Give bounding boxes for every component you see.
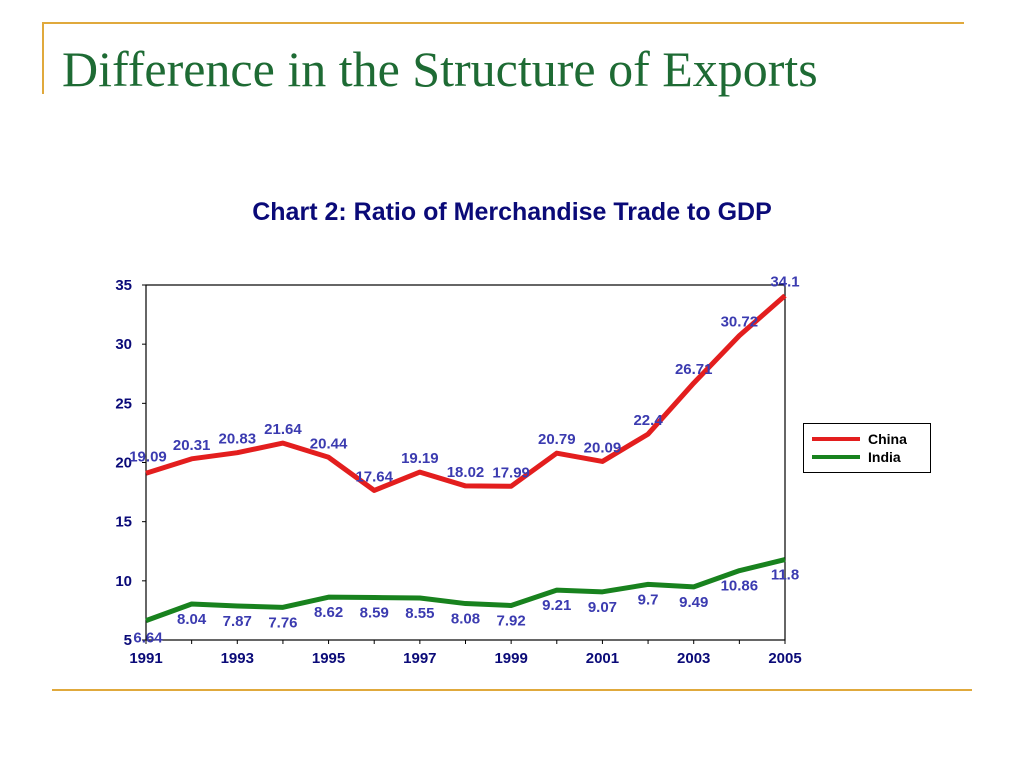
data-label-india: 7.76 [268,614,297,631]
data-label-india: 8.59 [360,605,389,622]
data-label-india: 7.87 [223,613,252,630]
data-label-china: 34.1 [770,274,799,291]
y-tick-label: 5 [124,632,132,649]
y-tick-label: 20 [115,455,132,472]
x-tick-label: 1999 [494,650,527,667]
chart-title: Chart 2: Ratio of Merchandise Trade to G… [252,198,772,226]
top-divider [42,22,964,24]
x-tick-label: 1991 [129,650,162,667]
series-line-india [145,557,786,623]
y-tick-label: 30 [115,336,132,353]
data-label-india: 7.92 [497,612,526,629]
data-label-china: 17.99 [492,464,530,481]
data-label-china: 20.44 [310,435,348,452]
x-tick-label: 1993 [221,650,254,667]
y-tick-label: 35 [115,277,132,294]
x-tick-label: 2001 [586,650,619,667]
data-label-china: 26.71 [675,361,713,378]
data-label-china: 19.09 [129,448,167,465]
x-tick-label: 1997 [403,650,436,667]
data-label-india: 9.7 [638,591,659,608]
left-accent-bar [42,22,44,94]
data-label-india: 9.07 [588,599,617,616]
data-label-india: 8.62 [314,604,343,621]
legend-item-china: China [812,431,907,447]
bottom-divider [52,689,972,691]
legend-item-india: India [812,449,901,465]
data-label-china: 17.64 [355,468,393,485]
data-label-china: 20.31 [173,437,211,454]
data-label-china: 20.09 [584,439,622,456]
legend-label-china: China [868,431,907,447]
legend-label-india: India [868,449,901,465]
legend-swatch-china [812,437,860,441]
data-label-india: 9.21 [542,597,571,614]
data-label-india: 10.86 [721,578,759,595]
data-label-china: 18.02 [447,464,485,481]
data-label-india: 8.04 [177,611,207,628]
data-label-china: 19.19 [401,450,439,467]
x-tick-label: 1995 [312,650,345,667]
slide-title: Difference in the Structure of Exports [62,41,818,97]
data-label-china: 20.83 [219,431,257,448]
data-label-china: 21.64 [264,421,302,438]
x-tick-label: 2003 [677,650,710,667]
series-line-china [145,293,787,493]
x-tick-label: 2005 [768,650,801,667]
y-tick-label: 15 [115,514,132,531]
data-label-india: 11.8 [771,567,799,584]
data-label-india: 8.08 [451,611,480,628]
data-label-india: 9.49 [679,594,708,611]
y-tick-label: 10 [115,573,132,590]
chart-legend: China India [803,423,931,473]
data-label-china: 20.79 [538,431,576,448]
data-label-india: 6.64 [133,630,163,647]
y-tick-label: 25 [115,395,132,412]
legend-swatch-india [812,455,860,459]
plot-area [145,284,786,641]
data-label-india: 8.55 [405,605,434,622]
data-label-china: 30.72 [721,314,759,331]
data-label-china: 22.4 [633,412,663,429]
